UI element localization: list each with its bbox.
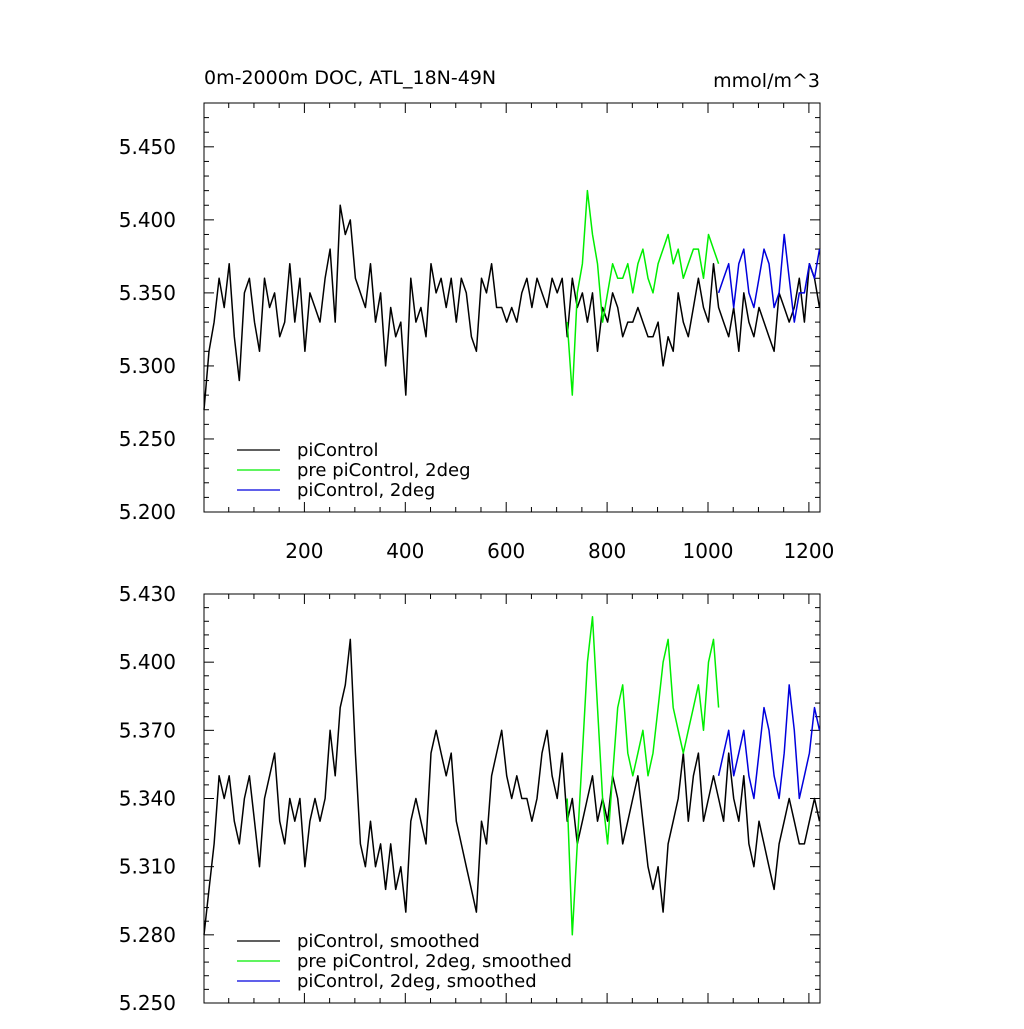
top-panel: 0m-2000m DOC, ATL_18N-49N mmol/m^3 5.200… xyxy=(119,67,835,563)
y-tick-label: 5.250 xyxy=(119,991,176,1015)
units-label: mmol/m^3 xyxy=(713,70,820,92)
legend-label-pi-control-smoothed: piControl, smoothed xyxy=(297,931,480,952)
series-line-pre-picontrol-2deg xyxy=(566,189,720,396)
y-tick-label: 5.400 xyxy=(119,650,176,674)
y-tick-label: 5.200 xyxy=(119,500,176,524)
tick-group: 5.250 5.280 5.310 5.340 5.370 5.400 5.430 xyxy=(119,582,820,1015)
series-line-picontrol xyxy=(203,204,821,410)
y-tick-label: 5.250 xyxy=(119,427,176,451)
x-tick-label: 600 xyxy=(487,539,525,563)
chart-title: 0m-2000m DOC, ATL_18N-49N xyxy=(204,67,496,89)
bottom-panel: 5.250 5.280 5.310 5.340 5.370 5.400 5.430 piCo… xyxy=(119,582,821,1015)
y-tick-label: 5.400 xyxy=(119,208,176,232)
x-tick-label: 200 xyxy=(285,539,323,563)
legend: piControl pre piControl, 2deg piControl,… xyxy=(237,440,471,501)
y-tick-label: 5.280 xyxy=(119,923,176,947)
series-line-picontrol-2deg xyxy=(717,233,821,323)
legend-label-pi-control-2deg-smoothed: piControl, 2deg, smoothed xyxy=(297,971,537,992)
x-tick-label: 400 xyxy=(386,539,424,563)
x-tick-label: 800 xyxy=(588,539,626,563)
series-group xyxy=(203,615,821,936)
series-group xyxy=(203,189,821,410)
x-tick-label: 1000 xyxy=(683,539,734,563)
x-tick-label: 1200 xyxy=(783,539,834,563)
y-tick-label: 5.300 xyxy=(119,354,176,378)
series-line-picontrol-2deg-smoothed xyxy=(717,684,821,800)
y-tick-label: 5.340 xyxy=(119,787,176,811)
legend-label-pi-control: piControl xyxy=(297,440,379,461)
y-tick-label: 5.430 xyxy=(119,582,176,606)
y-tick-label: 5.370 xyxy=(119,718,176,742)
legend: piControl, smoothed pre piControl, 2deg,… xyxy=(237,931,572,992)
series-line-picontrol-smoothed xyxy=(203,638,821,935)
tick-group: 5.200 5.250 5.300 5.350 5.400 5.450 200 400 600 8… xyxy=(119,103,834,563)
legend-label-pi-control-2deg: piControl, 2deg xyxy=(297,480,435,501)
legend-label-pre-pi-control-smoothed: pre piControl, 2deg, smoothed xyxy=(297,951,572,972)
y-tick-label: 5.310 xyxy=(119,855,176,879)
y-tick-label: 5.350 xyxy=(119,281,176,305)
series-line-pre-picontrol-2deg-smoothed xyxy=(566,615,720,936)
y-tick-label: 5.450 xyxy=(119,135,176,159)
legend-label-pre-pi-control: pre piControl, 2deg xyxy=(297,460,471,481)
